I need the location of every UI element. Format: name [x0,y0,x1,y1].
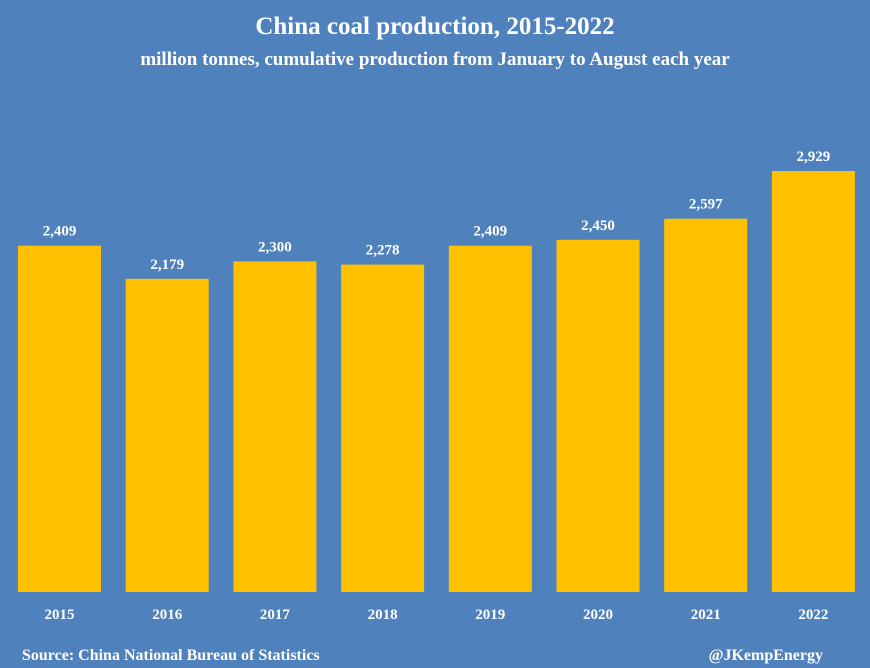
data-label-2018: 2,278 [366,243,400,259]
bar-2022 [771,171,855,592]
x-tick-label-2020: 2020 [583,607,613,623]
bar-2016 [125,278,209,592]
x-axis-tick-labels: 2015 2016 2017 2018 2019 2020 2021 2022 [45,607,829,623]
source-note: Source: China National Bureau of Statist… [22,647,320,664]
x-tick-label-2018: 2018 [368,607,398,623]
data-label-2017: 2,300 [258,239,292,255]
chart-subtitle: million tonnes, cumulative production fr… [140,49,730,70]
bar-2017 [233,261,317,592]
x-tick-label-2019: 2019 [475,607,505,623]
data-label-2020: 2,450 [581,218,615,234]
bar-2015 [18,245,101,592]
x-tick-label-2015: 2015 [45,607,75,623]
chart-title: China coal production, 2015-2022 [255,13,614,40]
bar-2019 [448,245,532,592]
data-label-2015: 2,409 [43,224,77,240]
bar-2018 [341,264,425,592]
x-tick-label-2021: 2021 [691,607,721,623]
bars [18,171,855,593]
data-label-2019: 2,409 [473,224,507,240]
bar-2020 [556,239,640,593]
x-tick-label-2017: 2017 [260,607,291,623]
author-credit: @JKempEnergy [709,647,823,664]
bar-2021 [664,218,748,592]
data-label-2022: 2,929 [797,149,831,165]
data-label-2021: 2,597 [689,197,723,213]
x-tick-label-2022: 2022 [798,607,828,623]
x-tick-label-2016: 2016 [152,607,183,623]
data-labels: 2,409 2,179 2,300 2,278 2,409 2,450 2,597 2,929 [43,149,831,273]
data-label-2016: 2,179 [150,257,184,273]
